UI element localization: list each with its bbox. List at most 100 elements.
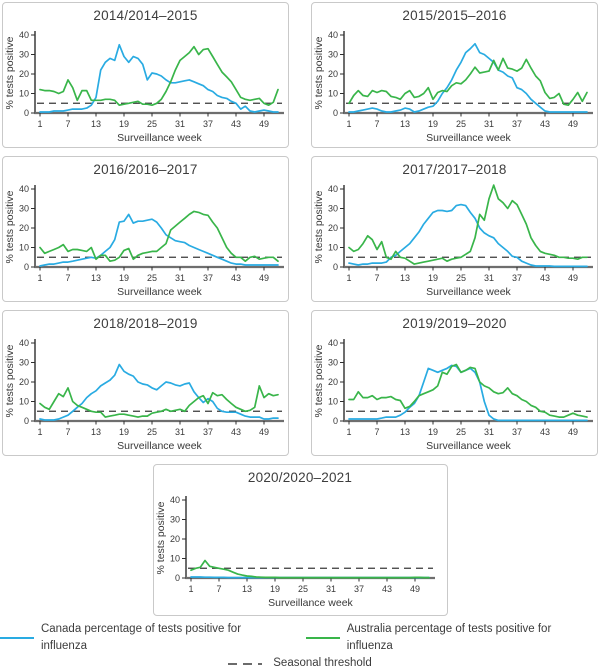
y-tick-label: 0 — [24, 416, 29, 426]
x-tick-label: 31 — [484, 119, 494, 129]
panel-2020-2021: 2020/2020–2021 0 10 20 30 40 1 7 13 19 25 31 37 43 49… — [152, 464, 448, 616]
line-chart: 0 10 20 30 40 1 7 13 19 25 31 37 43 49 Surveillance we… — [313, 30, 593, 144]
x-tick-label: 1 — [37, 273, 42, 283]
x-tick-label: 25 — [456, 427, 466, 437]
y-tick-label: 0 — [24, 108, 29, 118]
x-tick-label: 7 — [216, 584, 221, 594]
x-tick-label: 49 — [568, 273, 578, 283]
chart-title: 2016/2016–2017 — [93, 162, 198, 177]
y-tick-label: 10 — [19, 397, 29, 407]
y-tick-label: 40 — [19, 184, 29, 194]
line-chart: 0 10 20 30 40 1 7 13 19 25 31 37 43 49 Surveillance we… — [155, 495, 435, 609]
series-canada — [348, 364, 588, 422]
y-axis-label: % tests positive — [4, 190, 16, 263]
x-tick-label: 1 — [37, 427, 42, 437]
legend-item-australia: Australia percentage of tests positive f… — [305, 621, 600, 655]
x-tick-label: 25 — [147, 273, 157, 283]
x-tick-label: 37 — [203, 119, 213, 129]
y-tick-label: 20 — [328, 69, 338, 79]
series-australia — [39, 210, 279, 263]
x-tick-label: 31 — [325, 584, 335, 594]
x-tick-label: 19 — [119, 119, 129, 129]
panel-row-3: 2018/2018–2019 0 10 20 30 40 1 7 13 19 25 31 37 43 49… — [0, 310, 600, 456]
y-axis-label: % tests positive — [4, 344, 16, 417]
series-canada — [39, 43, 279, 113]
y-tick-label: 30 — [328, 358, 338, 368]
panel-row-1: 2014/2014–2015 0 10 20 30 40 1 7 13 19 25 31 37 43 49… — [0, 2, 600, 148]
y-tick-label: 30 — [19, 204, 29, 214]
series-canada — [348, 42, 588, 113]
panel-row-2: 2016/2016–2017 0 10 20 30 40 1 7 13 19 25 31 37 43 49… — [0, 156, 600, 302]
panel-2018-2019: 2018/2018–2019 0 10 20 30 40 1 7 13 19 25 31 37 43 49… — [2, 310, 289, 456]
x-tick-label: 19 — [119, 427, 129, 437]
y-tick-label: 40 — [328, 184, 338, 194]
legend-label-australia: Australia percentage of tests positive f… — [346, 623, 552, 652]
chart-title: 2020/2020–2021 — [247, 470, 353, 485]
x-tick-label: 7 — [65, 119, 70, 129]
y-axis-label: % tests positive — [313, 36, 325, 109]
x-tick-label: 7 — [65, 273, 70, 283]
x-axis-label: Surveillance week — [426, 440, 511, 452]
x-tick-label: 13 — [400, 427, 410, 437]
x-tick-label: 31 — [175, 427, 185, 437]
y-tick-label: 0 — [174, 573, 179, 583]
x-tick-label: 1 — [346, 273, 351, 283]
y-axis-label: % tests positive — [313, 190, 325, 263]
y-tick-label: 30 — [19, 50, 29, 60]
y-tick-label: 20 — [19, 377, 29, 387]
series-canada — [39, 363, 279, 421]
y-tick-label: 20 — [169, 534, 179, 544]
y-tick-label: 10 — [328, 397, 338, 407]
chart-title: 2018/2018–2019 — [93, 316, 198, 331]
x-tick-label: 7 — [374, 273, 379, 283]
series-australia — [39, 385, 279, 418]
x-tick-label: 37 — [512, 427, 522, 437]
y-tick-label: 20 — [328, 377, 338, 387]
legend-row-2: Seasonal threshold — [0, 655, 600, 672]
series-australia — [39, 45, 279, 107]
x-tick-label: 13 — [91, 273, 101, 283]
x-tick-label: 31 — [175, 119, 185, 129]
x-axis-label: Surveillance week — [426, 286, 511, 298]
panel-2014-2015: 2014/2014–2015 0 10 20 30 40 1 7 13 19 25 31 37 43 49… — [2, 2, 289, 148]
figure-legend: Canada percentage of tests positive for … — [0, 621, 600, 672]
y-tick-label: 30 — [328, 204, 338, 214]
x-tick-label: 49 — [568, 427, 578, 437]
x-tick-label: 25 — [297, 584, 307, 594]
series-canada — [39, 213, 279, 267]
y-tick-label: 10 — [328, 243, 338, 253]
x-axis-label: Surveillance week — [117, 132, 202, 144]
x-axis-label: Surveillance week — [117, 286, 202, 298]
y-tick-label: 30 — [169, 515, 179, 525]
x-tick-label: 7 — [374, 119, 379, 129]
chart-title: 2015/2015–2016 — [402, 8, 507, 23]
panel-2015-2016: 2015/2015–2016 0 10 20 30 40 1 7 13 19 25 31 37 43 49… — [311, 2, 598, 148]
x-tick-label: 37 — [203, 273, 213, 283]
y-tick-label: 0 — [333, 262, 338, 272]
x-tick-label: 43 — [231, 427, 241, 437]
panel-2017-2018: 2017/2017–2018 0 10 20 30 40 1 7 13 19 25 31 37 43 49… — [311, 156, 598, 302]
legend-row-1: Canada percentage of tests positive for … — [0, 621, 600, 655]
y-tick-label: 10 — [328, 89, 338, 99]
x-tick-label: 1 — [188, 584, 193, 594]
y-tick-label: 10 — [169, 554, 179, 564]
threshold-dash-swatch — [228, 662, 267, 665]
line-chart: 0 10 20 30 40 1 7 13 19 25 31 37 43 49 Surveillance we… — [4, 30, 284, 144]
x-tick-label: 13 — [241, 584, 251, 594]
x-tick-label: 31 — [484, 427, 494, 437]
x-tick-label: 43 — [231, 273, 241, 283]
x-tick-label: 49 — [259, 427, 269, 437]
chart-title: 2014/2014–2015 — [93, 8, 198, 23]
x-tick-label: 19 — [428, 273, 438, 283]
x-tick-label: 1 — [346, 427, 351, 437]
y-tick-label: 0 — [333, 416, 338, 426]
x-tick-label: 43 — [231, 119, 241, 129]
x-tick-label: 49 — [259, 273, 269, 283]
y-tick-label: 20 — [19, 223, 29, 233]
x-tick-label: 49 — [259, 119, 269, 129]
y-axis-label: % tests positive — [155, 501, 167, 574]
x-tick-label: 13 — [400, 119, 410, 129]
chart-title: 2019/2019–2020 — [402, 316, 507, 331]
figure-grid: 2014/2014–2015 0 10 20 30 40 1 7 13 19 25 31 37 43 49… — [0, 2, 600, 616]
x-tick-label: 19 — [428, 119, 438, 129]
